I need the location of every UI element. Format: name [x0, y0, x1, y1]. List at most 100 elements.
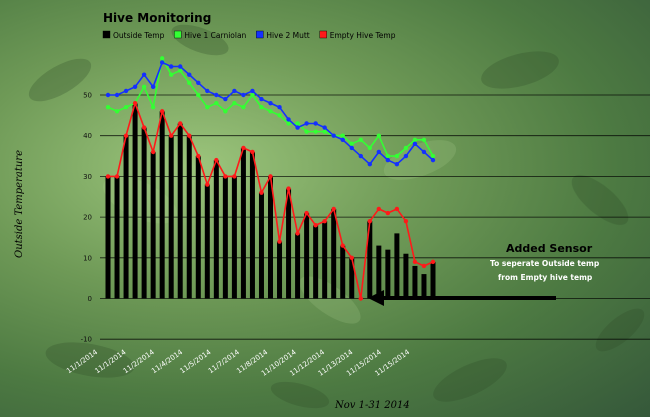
point-empty-hive-temp [168, 133, 174, 138]
point-hive-2-mutt [403, 153, 409, 159]
y-tick-label: 0 [88, 295, 92, 303]
annotation-arrow [378, 296, 556, 300]
point-hive-2-mutt [295, 125, 300, 130]
point-hive-2-mutt [286, 117, 291, 122]
point-empty-hive-temp [358, 296, 363, 301]
point-hive-2-mutt [205, 88, 210, 94]
point-hive-2-mutt [114, 92, 120, 98]
point-empty-hive-temp [196, 153, 201, 159]
point-hive-1-carniolan [196, 92, 201, 98]
point-hive-1-carniolan [322, 129, 327, 134]
bar-series [105, 103, 436, 299]
point-empty-hive-temp [232, 174, 237, 179]
bar-outside-temp [141, 127, 147, 299]
point-empty-hive-temp [322, 218, 327, 224]
bar-outside-temp [231, 176, 237, 299]
point-hive-2-mutt [412, 141, 418, 147]
bar-outside-temp [430, 261, 436, 299]
point-hive-2-mutt [421, 149, 427, 155]
bar-outside-temp [249, 151, 255, 299]
point-hive-2-mutt [358, 153, 363, 159]
chart-title: Hive Monitoring [103, 11, 211, 25]
point-hive-1-carniolan [385, 153, 391, 159]
y-axis-ticks: -10 0 10 20 30 40 50 [81, 92, 92, 344]
bar-outside-temp [123, 135, 129, 299]
bar-outside-temp [195, 156, 201, 299]
bar-outside-temp [177, 123, 183, 299]
x-axis-ticks: 11/1/201411/1/201411/2/201411/4/201411/5… [65, 348, 411, 378]
point-hive-2-mutt [132, 84, 138, 90]
legend: Outside Temp Hive 1 Carniolan Hive 2 Mutt E… [102, 30, 396, 40]
point-hive-2-mutt [168, 64, 174, 69]
bar-outside-temp [421, 274, 427, 299]
point-hive-2-mutt [214, 92, 219, 98]
bar-outside-temp [204, 184, 210, 299]
point-empty-hive-temp [331, 206, 336, 212]
point-empty-hive-temp [304, 210, 309, 216]
point-hive-2-mutt [123, 88, 129, 94]
bar-outside-temp [403, 253, 409, 299]
point-empty-hive-temp [250, 149, 255, 155]
annotation-line-1: To seperate Outside temp [490, 259, 600, 268]
point-hive-1-carniolan [394, 153, 400, 159]
point-hive-2-mutt [430, 157, 436, 163]
point-hive-2-mutt [241, 92, 246, 98]
point-hive-1-carniolan [150, 105, 156, 110]
bar-outside-temp [295, 233, 301, 299]
bar-outside-temp [159, 111, 165, 299]
bar-outside-temp [313, 225, 319, 299]
point-hive-2-mutt [150, 84, 156, 90]
bar-outside-temp [240, 147, 246, 299]
point-hive-2-mutt [322, 125, 327, 130]
y-axis-title: Outside Temperature [14, 150, 25, 258]
point-empty-hive-temp [105, 174, 111, 179]
legend-label-hive-2-mutt: Hive 2 Mutt [266, 31, 309, 40]
point-empty-hive-temp [421, 263, 427, 269]
point-hive-1-carniolan [114, 109, 120, 114]
point-hive-1-carniolan [295, 121, 300, 126]
point-empty-hive-temp [241, 145, 246, 151]
legend-swatch-empty-hive-temp [319, 30, 327, 39]
point-hive-1-carniolan [205, 105, 210, 110]
point-hive-2-mutt [385, 157, 391, 163]
point-hive-2-mutt [187, 72, 192, 77]
point-hive-1-carniolan [376, 133, 382, 138]
point-hive-1-carniolan [187, 80, 192, 85]
bar-outside-temp [349, 257, 355, 299]
point-hive-1-carniolan [268, 109, 273, 114]
legend-swatch-hive-2-mutt [256, 30, 264, 39]
point-hive-1-carniolan [232, 100, 237, 106]
point-empty-hive-temp [385, 210, 391, 216]
bar-outside-temp [367, 221, 373, 299]
point-hive-1-carniolan [105, 105, 111, 110]
point-hive-2-mutt [349, 145, 354, 151]
point-hive-2-mutt [141, 72, 147, 77]
legend-label-hive-1-carniolan: Hive 1 Carniolan [184, 31, 246, 40]
point-empty-hive-temp [313, 223, 318, 228]
point-hive-1-carniolan [250, 92, 255, 98]
point-empty-hive-temp [132, 100, 138, 106]
bar-outside-temp [331, 208, 337, 299]
bar-outside-temp [114, 176, 120, 299]
point-hive-2-mutt [159, 60, 165, 65]
point-hive-1-carniolan [349, 141, 354, 147]
legend-swatch-outside-temp [102, 30, 111, 39]
point-hive-1-carniolan [259, 105, 264, 110]
point-hive-2-mutt [331, 133, 336, 138]
point-hive-1-carniolan [358, 137, 363, 142]
bar-outside-temp [340, 245, 346, 299]
point-empty-hive-temp [205, 182, 210, 187]
y-tick-label: 30 [83, 173, 92, 181]
point-hive-1-carniolan [178, 68, 183, 73]
bar-outside-temp [268, 176, 273, 299]
point-empty-hive-temp [277, 239, 282, 244]
point-hive-2-mutt [304, 121, 309, 126]
point-hive-1-carniolan [286, 121, 291, 126]
bar-outside-temp [150, 151, 156, 299]
point-hive-2-mutt [376, 149, 382, 155]
point-hive-2-mutt [105, 92, 111, 98]
point-empty-hive-temp [141, 125, 147, 130]
point-empty-hive-temp [187, 133, 192, 138]
point-empty-hive-temp [286, 186, 291, 191]
point-hive-1-carniolan [421, 137, 427, 142]
